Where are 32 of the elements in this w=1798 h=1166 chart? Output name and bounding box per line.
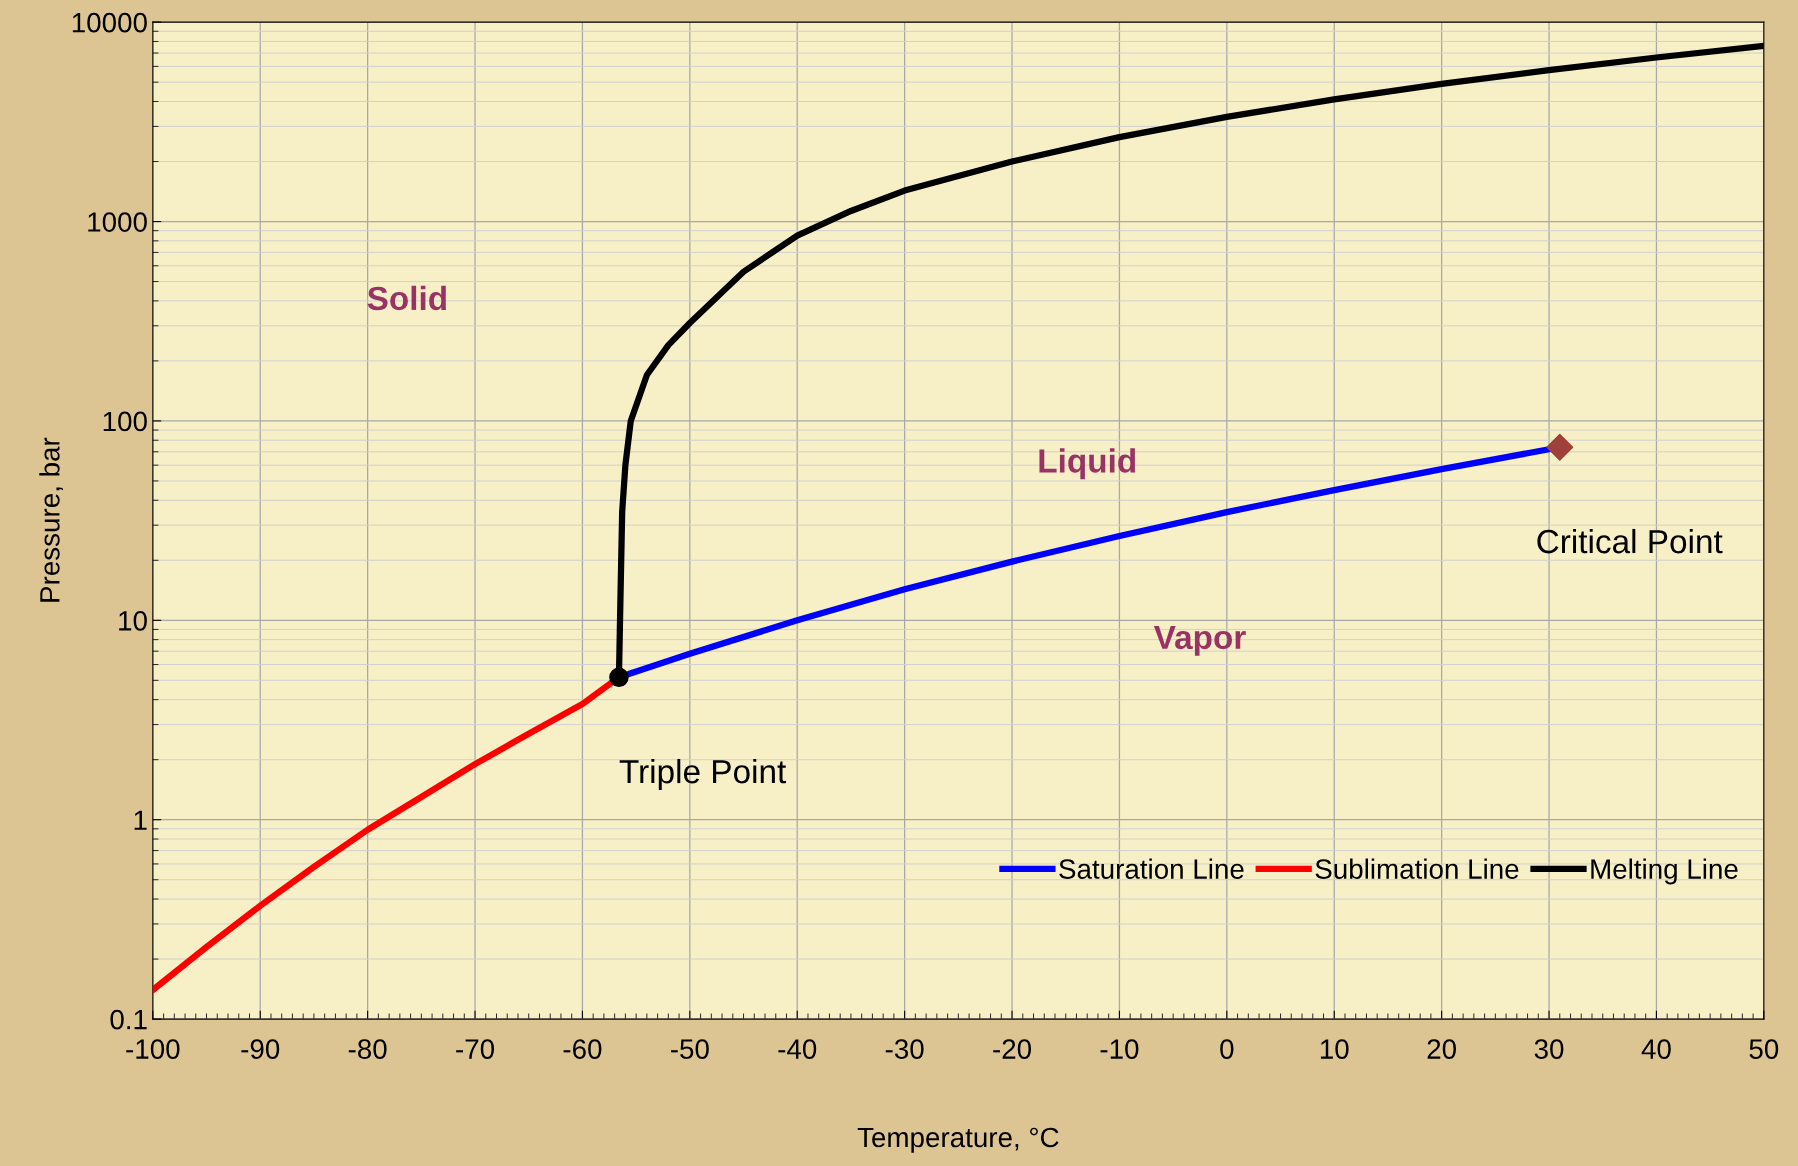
x-tick-label: 10 — [1320, 1039, 1349, 1059]
x-tick-label: 40 — [1641, 1039, 1671, 1059]
annotation: Liquid — [1039, 448, 1136, 480]
legend-label: Melting Line — [1591, 858, 1738, 885]
y-tick-label: 0.1 — [110, 1009, 147, 1030]
x-tick-label: 30 — [1534, 1039, 1564, 1059]
annotation: Vapor — [1153, 625, 1246, 656]
y-tick-label: 1 — [134, 810, 147, 830]
x-tick-label: -20 — [993, 1039, 1032, 1059]
annotation: Solid — [367, 285, 446, 311]
x-axis-title: Temperature, °C — [857, 1127, 1059, 1153]
x-tick-label: -80 — [348, 1039, 387, 1059]
x-tick-label: -10 — [1100, 1039, 1139, 1059]
x-tick-label: 20 — [1427, 1039, 1456, 1059]
x-tick-label: -60 — [563, 1039, 602, 1059]
x-tick-label: -100 — [126, 1039, 180, 1059]
x-tick-label: -40 — [778, 1039, 817, 1059]
x-tick-label: -50 — [670, 1039, 709, 1059]
x-tick-label: -30 — [885, 1039, 924, 1059]
y-tick-label: 10 — [119, 610, 147, 631]
annotation: Critical Point — [1537, 528, 1723, 554]
y-axis-title: Pressure, bar — [39, 437, 63, 602]
x-tick-label: -90 — [241, 1039, 280, 1059]
x-tick-label: 50 — [1749, 1039, 1779, 1059]
annotation: Triple Point — [619, 758, 787, 791]
legend-label: Saturation Line — [1059, 858, 1244, 879]
y-tick-label: 100 — [103, 411, 147, 432]
x-tick-label: -70 — [456, 1039, 495, 1059]
y-tick-label: 1000 — [88, 212, 147, 232]
x-tick-label: 0 — [1220, 1039, 1234, 1059]
legend-label: Sublimation Line — [1315, 858, 1519, 879]
y-tick-label: 10000 — [72, 12, 147, 33]
